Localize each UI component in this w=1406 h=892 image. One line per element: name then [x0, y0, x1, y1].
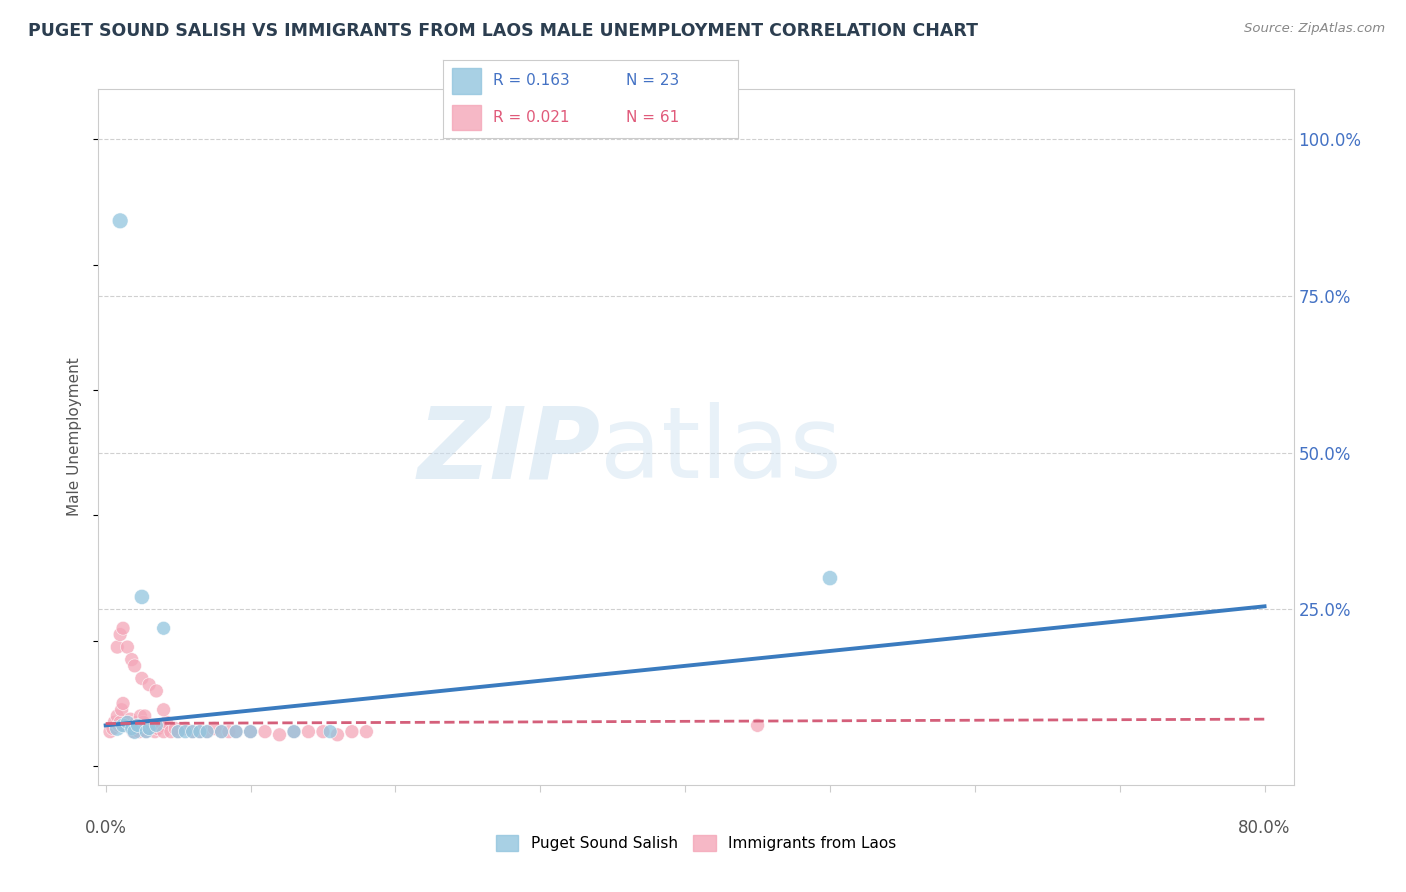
Point: [131, 718, 153, 732]
Point: [181, 724, 204, 739]
Point: [747, 718, 769, 732]
Point: [165, 722, 187, 736]
Point: [195, 724, 218, 739]
Point: [181, 724, 204, 739]
Point: [98, 724, 121, 739]
Point: [297, 724, 319, 739]
Point: [211, 724, 233, 739]
Point: [103, 715, 125, 730]
Bar: [451, 69, 481, 94]
Point: [124, 724, 146, 739]
Point: [239, 724, 262, 739]
Point: [239, 724, 262, 739]
Point: [195, 724, 218, 739]
Point: [129, 709, 152, 723]
Point: [117, 640, 139, 654]
Text: N = 23: N = 23: [626, 73, 679, 88]
Point: [218, 724, 240, 739]
Point: [167, 724, 190, 739]
Text: PUGET SOUND SALISH VS IMMIGRANTS FROM LAOS MALE UNEMPLOYMENT CORRELATION CHART: PUGET SOUND SALISH VS IMMIGRANTS FROM LA…: [28, 22, 979, 40]
Point: [124, 658, 146, 673]
Point: [253, 724, 276, 739]
Text: 80.0%: 80.0%: [1239, 820, 1291, 838]
Point: [167, 724, 190, 739]
Point: [138, 722, 160, 736]
Point: [326, 728, 349, 742]
Point: [188, 724, 211, 739]
Point: [101, 722, 124, 736]
Point: [105, 640, 128, 654]
Point: [174, 724, 197, 739]
Point: [149, 718, 172, 732]
Point: [122, 724, 145, 739]
Point: [128, 724, 150, 739]
Point: [134, 709, 156, 723]
Point: [143, 724, 166, 739]
Point: [145, 684, 167, 698]
Point: [121, 722, 143, 736]
Point: [152, 724, 174, 739]
Text: ZIP: ZIP: [418, 402, 600, 500]
Point: [145, 718, 167, 732]
Point: [269, 728, 291, 742]
Point: [340, 724, 363, 739]
Point: [155, 715, 177, 730]
Point: [112, 718, 135, 732]
Point: [114, 718, 136, 732]
Point: [818, 571, 841, 585]
Text: Source: ZipAtlas.com: Source: ZipAtlas.com: [1244, 22, 1385, 36]
Text: R = 0.163: R = 0.163: [494, 73, 569, 88]
Point: [283, 724, 305, 739]
Point: [131, 590, 153, 604]
Point: [146, 722, 169, 736]
Point: [125, 715, 148, 730]
Point: [141, 718, 163, 732]
Point: [118, 718, 141, 732]
Point: [319, 724, 342, 739]
Point: [174, 722, 197, 736]
Point: [112, 697, 135, 711]
Point: [108, 627, 131, 641]
Point: [138, 722, 160, 736]
Point: [107, 718, 129, 732]
Point: [138, 678, 160, 692]
Point: [124, 718, 146, 732]
Point: [108, 715, 131, 730]
Point: [225, 724, 247, 739]
Point: [105, 722, 128, 736]
Point: [160, 724, 183, 739]
Y-axis label: Male Unemployment: Male Unemployment: [67, 358, 83, 516]
Point: [188, 724, 211, 739]
Point: [312, 724, 335, 739]
Legend: Puget Sound Salish, Immigrants from Laos: Puget Sound Salish, Immigrants from Laos: [489, 830, 903, 857]
Point: [152, 621, 174, 635]
Point: [108, 214, 131, 228]
Bar: [451, 105, 481, 130]
Point: [112, 621, 135, 635]
Point: [117, 715, 139, 730]
Text: R = 0.021: R = 0.021: [494, 111, 569, 126]
Point: [110, 703, 132, 717]
Point: [117, 715, 139, 730]
Point: [121, 722, 143, 736]
Point: [356, 724, 378, 739]
Point: [225, 724, 247, 739]
Point: [127, 722, 149, 736]
Point: [105, 709, 128, 723]
Point: [132, 715, 155, 730]
Point: [135, 724, 157, 739]
Point: [120, 712, 142, 726]
Point: [135, 724, 157, 739]
Point: [202, 722, 225, 736]
Point: [152, 703, 174, 717]
Point: [127, 718, 149, 732]
Point: [131, 672, 153, 686]
Text: 0.0%: 0.0%: [84, 820, 127, 838]
Point: [283, 724, 305, 739]
Text: N = 61: N = 61: [626, 111, 679, 126]
Point: [121, 652, 143, 666]
Text: atlas: atlas: [600, 402, 842, 500]
Point: [211, 724, 233, 739]
